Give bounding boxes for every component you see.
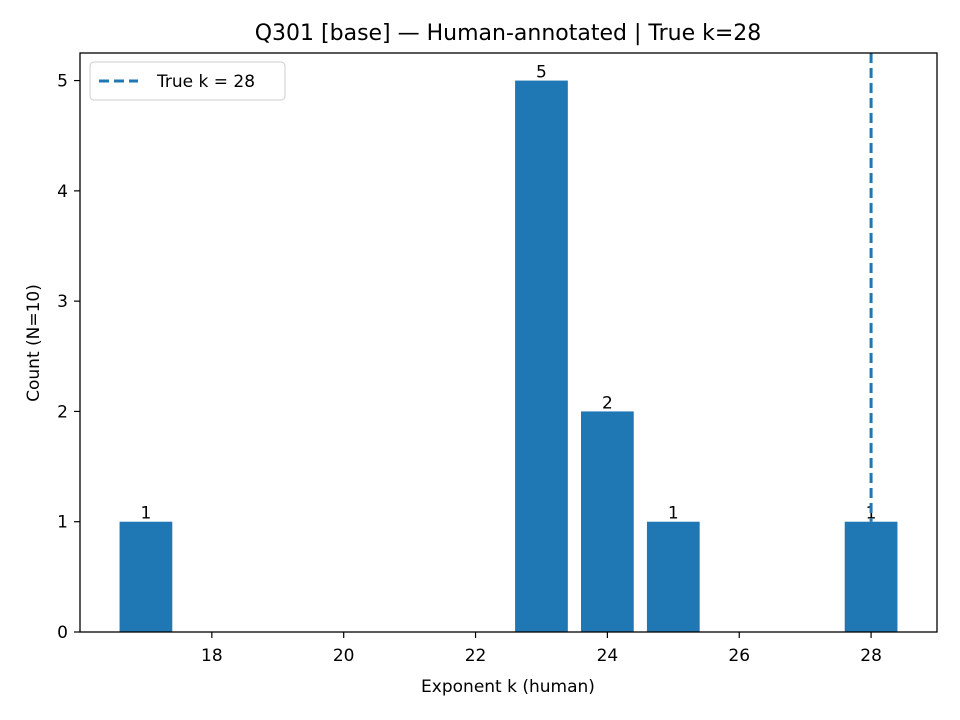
y-tick-label: 4	[57, 182, 68, 202]
x-tick-label: 24	[597, 646, 619, 666]
plot-frame	[79, 52, 938, 633]
bar-value-label: 5	[536, 63, 547, 83]
y-axis-label: Count (N=10)	[24, 284, 44, 402]
x-tick-label: 18	[201, 646, 223, 666]
bar	[581, 411, 634, 632]
y-axis-ticks: 0 1 2 3 4 5	[57, 72, 80, 643]
bar-value-label: 1	[866, 504, 877, 524]
x-tick-label: 26	[728, 646, 750, 666]
x-tick-label: 22	[465, 646, 487, 666]
y-tick-label: 0	[57, 623, 68, 643]
legend: True k = 28	[89, 61, 286, 101]
y-tick-label: 1	[57, 513, 68, 533]
legend-entry: True k = 28	[156, 72, 255, 92]
bar	[119, 521, 173, 632]
y-tick-label: 3	[57, 292, 68, 312]
bar	[646, 521, 700, 632]
x-tick-label: 28	[860, 646, 882, 666]
x-axis-label: Exponent k (human)	[421, 677, 595, 697]
y-tick-label: 5	[57, 72, 68, 92]
y-tick-label: 2	[57, 402, 68, 422]
legend-frame	[89, 61, 286, 101]
bar-labels-group: 1 5 2 1 1	[141, 63, 877, 524]
bar-value-label: 1	[141, 504, 152, 524]
bars-group	[119, 80, 898, 633]
x-axis-ticks: 18 20 22 24 26 28	[201, 632, 882, 666]
bar-value-label: 1	[668, 504, 679, 524]
bar-value-label: 2	[602, 393, 613, 413]
bar	[844, 521, 898, 632]
x-tick-label: 20	[333, 646, 355, 666]
chart-title: Q301 [base] — Human-annotated | True k=2…	[255, 21, 762, 46]
bar	[515, 80, 568, 633]
